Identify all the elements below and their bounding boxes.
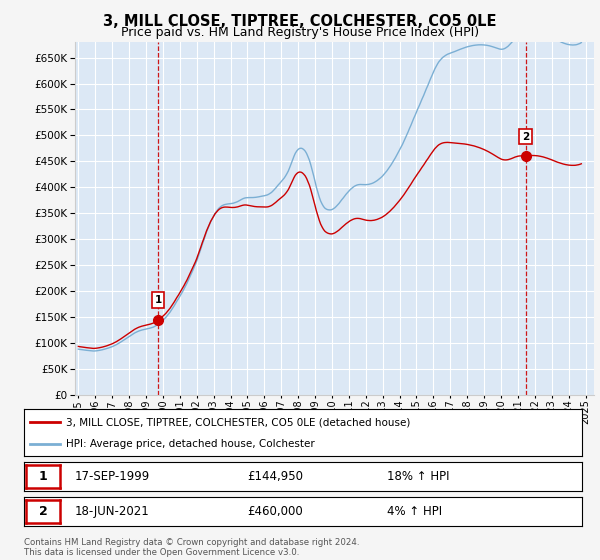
Text: 1: 1: [155, 295, 162, 305]
Text: 4% ↑ HPI: 4% ↑ HPI: [387, 505, 442, 518]
Text: 18% ↑ HPI: 18% ↑ HPI: [387, 470, 449, 483]
Text: Contains HM Land Registry data © Crown copyright and database right 2024.
This d: Contains HM Land Registry data © Crown c…: [24, 538, 359, 557]
Text: 1: 1: [39, 470, 47, 483]
Text: HPI: Average price, detached house, Colchester: HPI: Average price, detached house, Colc…: [66, 438, 314, 449]
Text: Price paid vs. HM Land Registry's House Price Index (HPI): Price paid vs. HM Land Registry's House …: [121, 26, 479, 39]
Text: £460,000: £460,000: [247, 505, 303, 518]
Text: 2: 2: [522, 132, 529, 142]
Text: 3, MILL CLOSE, TIPTREE, COLCHESTER, CO5 0LE (detached house): 3, MILL CLOSE, TIPTREE, COLCHESTER, CO5 …: [66, 417, 410, 427]
Text: 17-SEP-1999: 17-SEP-1999: [74, 470, 149, 483]
Text: £144,950: £144,950: [247, 470, 303, 483]
Text: 18-JUN-2021: 18-JUN-2021: [74, 505, 149, 518]
Text: 2: 2: [39, 505, 47, 518]
Text: 3, MILL CLOSE, TIPTREE, COLCHESTER, CO5 0LE: 3, MILL CLOSE, TIPTREE, COLCHESTER, CO5 …: [103, 14, 497, 29]
